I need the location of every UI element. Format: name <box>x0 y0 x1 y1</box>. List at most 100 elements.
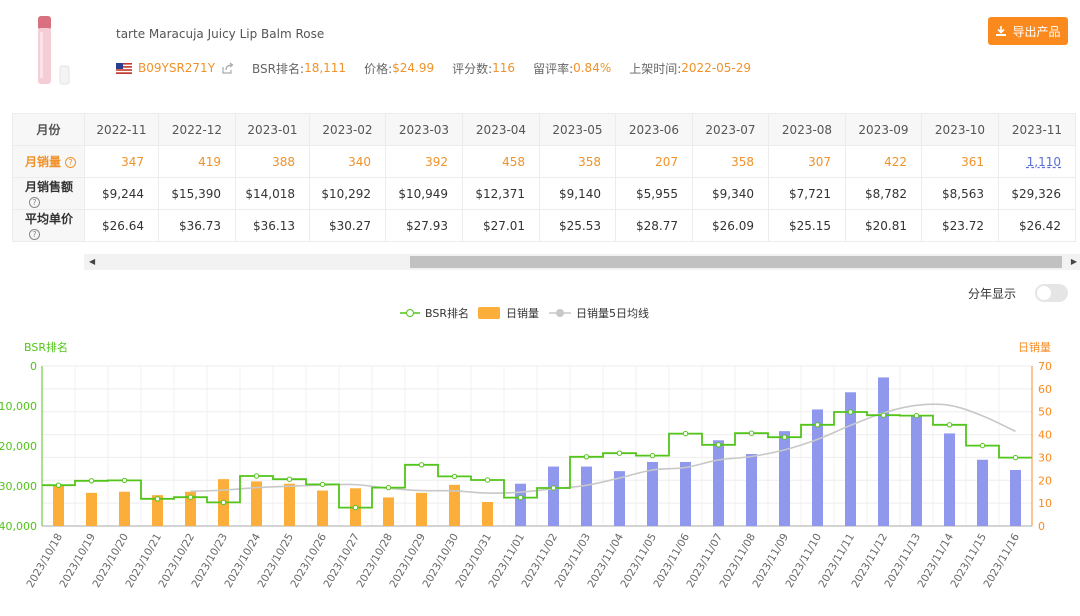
row-header-avg-price: 平均单价? <box>12 209 85 242</box>
sales-bar <box>911 416 922 526</box>
legend-avg-label: 日销量5日均线 <box>576 306 649 320</box>
table-cell: 1,110 <box>998 145 1076 178</box>
right-tick-label: 30 <box>1038 451 1052 464</box>
sales-bar <box>614 471 625 526</box>
bsr-point <box>748 430 755 436</box>
sales-bar <box>449 484 460 526</box>
bsr-point <box>121 477 128 484</box>
table-row: 月销售额? $9,244 $15,390 $14,018 $10,292 $10,949… <box>12 177 1076 210</box>
scroll-right-arrow-icon[interactable]: ▶ <box>1070 257 1077 266</box>
legend-bsr-marker <box>406 309 414 317</box>
bsr-point <box>913 412 920 419</box>
sales-bar <box>416 492 427 526</box>
table-cell: $27.01 <box>462 209 540 242</box>
table-cell: 388 <box>235 145 310 178</box>
bsr-rank-line <box>42 411 1032 509</box>
table-row: 月销量? 347 419 388 340 392 458 358 207 358 307 422 36… <box>12 145 1076 178</box>
right-tick-label: 40 <box>1038 429 1052 442</box>
price-label: 价格: <box>364 61 393 76</box>
bsr-point <box>220 499 227 506</box>
right-tick-label: 20 <box>1038 474 1052 487</box>
sales-bar <box>152 495 163 526</box>
bsr-point <box>649 452 656 459</box>
help-icon[interactable]: ? <box>29 197 40 208</box>
share-icon[interactable] <box>221 62 234 75</box>
product-meta-row: B09YSR271Y BSR排名: 18,111 价格: $24.99 评分数:… <box>116 60 751 76</box>
right-tick-label: 10 <box>1038 497 1052 510</box>
bsr-point <box>352 504 359 511</box>
sales-bar <box>482 502 493 526</box>
right-tick-label: 0 <box>1038 520 1045 533</box>
legend-sales-label: 日销量 <box>506 306 539 320</box>
right-tick-label: 50 <box>1038 406 1052 419</box>
table-cell: $36.73 <box>158 209 236 242</box>
bsr-point <box>517 494 524 501</box>
asin-link[interactable]: B09YSR271Y <box>138 61 216 75</box>
month-header-cell: 2023-10 <box>921 113 999 146</box>
sales-bar <box>812 409 823 526</box>
bsr-point <box>781 434 788 440</box>
help-icon[interactable]: ? <box>29 229 40 240</box>
legend-bsr-label: BSR排名 <box>425 306 469 320</box>
bsr-point <box>319 481 326 488</box>
bsr-point <box>187 494 194 500</box>
month-header-cell: 2023-04 <box>462 113 540 146</box>
sales-bar <box>845 392 856 526</box>
sales-bar <box>515 483 526 526</box>
table-cell: $28.77 <box>615 209 693 242</box>
month-header-cell: 2023-07 <box>692 113 769 146</box>
bsr-label: BSR排名: <box>252 61 305 76</box>
bsr-point <box>847 409 854 415</box>
table-cell: $15,390 <box>158 177 236 210</box>
month-header-cell: 2023-06 <box>615 113 693 146</box>
product-title[interactable]: tarte Maracuja Juicy Lip Balm Rose <box>116 27 325 41</box>
month-header-cell: 2023-05 <box>539 113 616 146</box>
bsr-point <box>418 462 425 468</box>
table-cell: $20.81 <box>845 209 922 242</box>
help-icon[interactable]: ? <box>65 157 77 168</box>
bsr-point <box>880 412 887 418</box>
table-cell: $29,326 <box>998 177 1076 210</box>
table-cell: $8,563 <box>921 177 999 210</box>
left-tick-label: 10,000 <box>0 400 37 413</box>
scrollbar-thumb[interactable] <box>410 256 1062 268</box>
table-cell: 392 <box>385 145 463 178</box>
scroll-left-arrow-icon[interactable]: ◀ <box>89 257 96 266</box>
row-header-monthly-revenue: 月销售额? <box>12 177 85 210</box>
month-header-cell: 2023-01 <box>235 113 310 146</box>
bsr-point <box>286 476 293 482</box>
table-cell: $26.42 <box>998 209 1076 242</box>
bsr-point <box>385 484 392 491</box>
right-tick-label: 70 <box>1038 360 1052 373</box>
export-button-label: 导出产品 <box>1012 24 1061 39</box>
right-tick-label: 60 <box>1038 383 1052 396</box>
table-cell: 419 <box>158 145 236 178</box>
left-axis-title: BSR排名 <box>24 340 68 354</box>
export-product-button[interactable]: 导出产品 <box>988 17 1068 45</box>
sales-bar <box>944 433 955 526</box>
table-cell: $7,721 <box>768 177 846 210</box>
yearly-view-label: 分年显示 <box>968 287 1017 301</box>
left-tick-label: 20,000 <box>0 440 37 453</box>
bsr-point <box>715 442 722 448</box>
table-cell: 358 <box>692 145 769 178</box>
month-header-cell: 2023-09 <box>845 113 922 146</box>
review-rate-label: 留评率: <box>533 61 574 76</box>
table-cell: 340 <box>309 145 386 178</box>
table-cell: $14,018 <box>235 177 310 210</box>
table-cell: $25.53 <box>539 209 616 242</box>
left-tick-label: 40,000 <box>0 520 37 533</box>
price-value: $24.99 <box>392 61 435 75</box>
table-cell: $5,955 <box>615 177 693 210</box>
sales-bar <box>647 462 658 526</box>
month-header-cell: 2023-08 <box>768 113 846 146</box>
current-month-sales-link[interactable]: 1,110 <box>1026 154 1061 169</box>
table-horizontal-scrollbar[interactable]: ◀ ▶ <box>84 254 1080 270</box>
bsr-point <box>88 478 95 484</box>
table-cell: 358 <box>539 145 616 178</box>
launch-date-label: 上架时间: <box>629 61 682 76</box>
product-thumbnail[interactable] <box>30 14 76 86</box>
yearly-view-toggle[interactable] <box>1035 284 1068 302</box>
sales-bar <box>383 497 394 526</box>
table-cell: 361 <box>921 145 999 178</box>
